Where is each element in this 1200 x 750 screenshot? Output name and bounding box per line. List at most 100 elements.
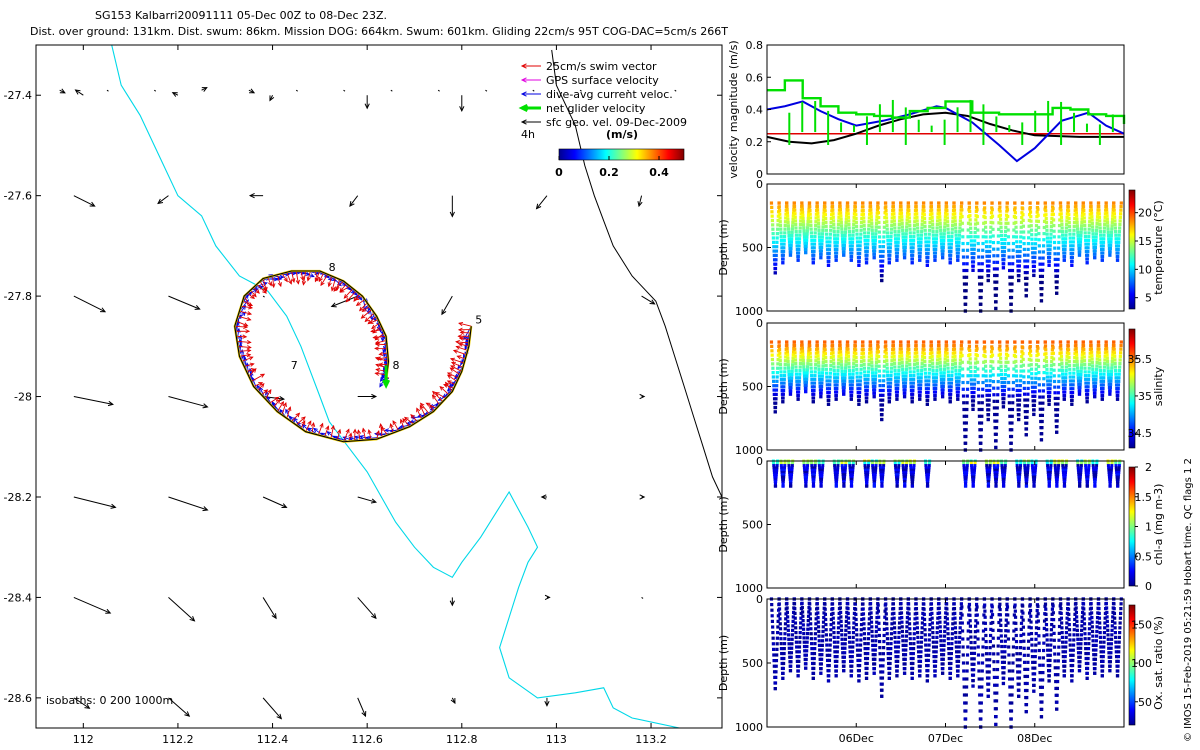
sfc-geo-vector [262, 597, 277, 620]
profile-point [804, 653, 809, 657]
chl-point [1056, 473, 1060, 477]
profile-point [776, 214, 780, 218]
profile-point [846, 616, 851, 620]
swim-vector [327, 275, 333, 288]
chl-point [902, 473, 906, 477]
profile-point [1046, 248, 1050, 252]
profile-point [783, 223, 787, 228]
profile-point [1096, 340, 1101, 344]
profile-point [891, 602, 895, 606]
profile-point [1074, 350, 1079, 354]
profile-point [999, 229, 1003, 233]
profile-point [926, 398, 930, 402]
profile-point [1042, 238, 1046, 242]
profile-point [801, 355, 805, 360]
profile-point [1061, 240, 1065, 244]
profile-point [899, 201, 903, 205]
profile-point [865, 388, 869, 393]
profile-point [1025, 409, 1029, 414]
profile-point [815, 606, 820, 610]
profile-point [835, 650, 839, 654]
profile-point [870, 625, 874, 629]
profile-point [874, 634, 878, 638]
profile-point [827, 663, 831, 668]
profile-point [1098, 219, 1102, 223]
profile-point [796, 251, 801, 255]
profile-point [862, 223, 866, 228]
profile-point [1042, 219, 1047, 223]
profile-point [1021, 213, 1025, 217]
profile-point [862, 220, 866, 224]
chl-point [1077, 473, 1081, 477]
profile-point [881, 249, 885, 254]
profile-point [905, 357, 909, 361]
profile-point [990, 214, 995, 218]
profile-point [777, 208, 782, 213]
profile-point [1068, 379, 1073, 383]
profile-point [986, 274, 991, 278]
profile-point [958, 219, 963, 223]
chl-point [1017, 482, 1021, 486]
profile-point [878, 254, 883, 258]
profile-point [1051, 201, 1055, 205]
chl-point [909, 466, 913, 470]
profile-point [930, 212, 934, 216]
profile-point [936, 354, 940, 358]
profile-point [950, 370, 954, 374]
profile-point [900, 354, 904, 358]
profile-point [1064, 230, 1068, 234]
chl-point [821, 461, 825, 465]
profile-point [1022, 381, 1026, 385]
profile-point [779, 374, 783, 378]
profile-point [865, 392, 869, 396]
profile-point [1003, 245, 1007, 250]
chl-point [897, 464, 901, 468]
profile-point [1013, 215, 1018, 220]
profile-point [855, 236, 859, 240]
profile-point [1089, 208, 1093, 212]
profile-point [855, 643, 859, 647]
profile-point [878, 379, 882, 383]
profile-point [926, 391, 930, 395]
profile-point [1094, 235, 1098, 239]
profile-point [873, 384, 877, 389]
profile-point [779, 637, 783, 641]
sfc-geo-vector [343, 89, 346, 92]
profile-point [1086, 381, 1090, 385]
profile-point [1044, 356, 1048, 360]
chl-point [971, 484, 975, 488]
colorbar-tick-label: 34.5 [1128, 427, 1153, 440]
profile-point [789, 655, 793, 659]
profile-point [899, 350, 904, 354]
chl-point [819, 482, 823, 486]
profile-point [1082, 212, 1086, 216]
chl-point [1093, 480, 1097, 484]
profile-point [1091, 371, 1095, 375]
profile-point [1027, 375, 1031, 379]
profile-point [874, 228, 878, 232]
profile-point [964, 302, 968, 306]
profile-point [793, 354, 797, 358]
profile-point [1048, 379, 1053, 383]
chl-point [848, 461, 852, 465]
profile-point [979, 428, 983, 432]
profile-point [876, 350, 881, 354]
profile-point [1091, 374, 1095, 378]
profile-point [859, 633, 863, 637]
sfc-geo-vector [73, 295, 107, 313]
profile-point [947, 385, 951, 389]
profile-point [1098, 369, 1103, 373]
profile-point [952, 208, 957, 212]
profile-point [783, 220, 788, 224]
profile-point [877, 220, 881, 225]
profile-point [1007, 241, 1011, 246]
profile-point [881, 254, 885, 258]
profile-point [926, 387, 930, 391]
profile-point [822, 354, 826, 358]
profile-point [885, 627, 889, 631]
profile-point [893, 365, 897, 369]
profile-point [950, 374, 954, 378]
profile-point [870, 629, 874, 634]
profile-point [934, 383, 938, 387]
profile-point [886, 642, 890, 646]
